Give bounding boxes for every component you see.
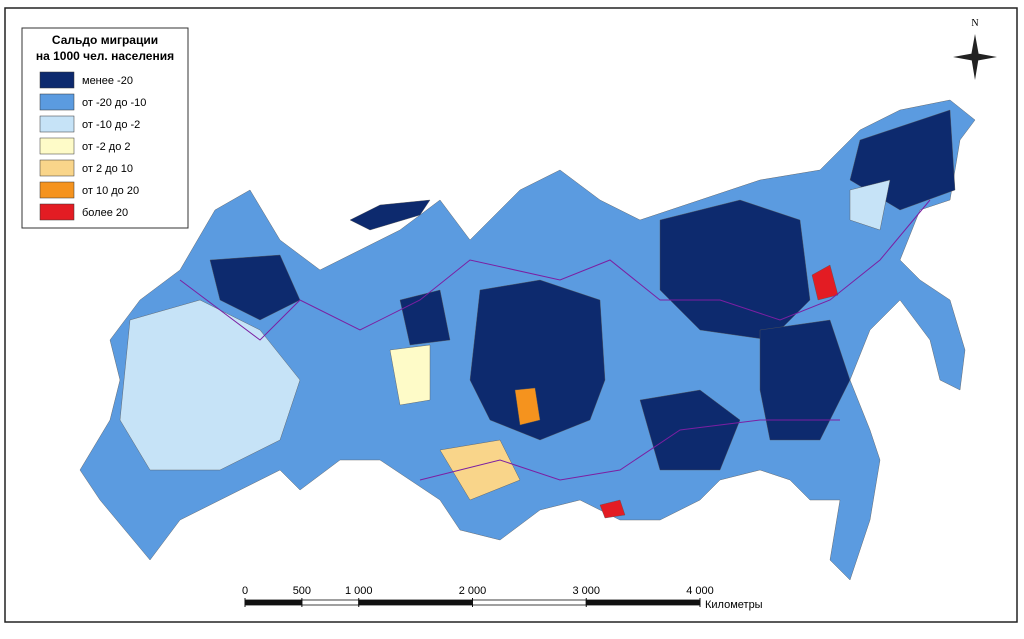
scale-bar: 0 500 1 000 2 000 3 000 4 000 Километры	[242, 585, 763, 611]
scale-segment	[301, 599, 360, 606]
scale-segment	[585, 599, 701, 606]
district-border	[419, 419, 840, 481]
scale-label: 4 000	[686, 585, 714, 597]
scale-segment	[472, 599, 587, 606]
scale-label: 3 000	[572, 585, 600, 597]
scale-label: 1 000	[345, 585, 373, 597]
legend-swatch	[39, 203, 75, 221]
legend-swatch	[39, 181, 75, 199]
legend-label: от -20 до -10	[82, 97, 146, 109]
compass	[953, 34, 997, 80]
legend-label: более 20	[82, 207, 128, 219]
legend-title: Сальдо миграции	[52, 33, 158, 47]
scale-segment	[244, 599, 303, 606]
legend-title: на 1000 чел. населения	[36, 49, 174, 63]
legend-items: менее -20 от -20 до -10 от -10 до -2 от -2 …	[39, 71, 146, 221]
legend-label: от -10 до -2	[82, 119, 140, 131]
scale-segment	[358, 599, 473, 606]
scale-unit: Километры	[705, 599, 763, 611]
scale-label: 0	[242, 585, 248, 597]
legend-label: от -2 до 2	[82, 141, 131, 153]
legend-label: от 2 до 10	[82, 163, 133, 175]
legend-swatch	[39, 159, 75, 177]
north-label: N	[971, 18, 978, 29]
territory	[79, 99, 976, 581]
legend-label: от 10 до 20	[82, 185, 139, 197]
district-border	[179, 199, 931, 341]
legend-swatch	[39, 93, 75, 111]
legend-swatch	[39, 137, 75, 155]
scale-label: 500	[293, 585, 311, 597]
scale-label: 2 000	[459, 585, 487, 597]
legend-swatch	[39, 115, 75, 133]
legend-swatch	[39, 71, 75, 89]
legend-label: менее -20	[82, 75, 133, 87]
